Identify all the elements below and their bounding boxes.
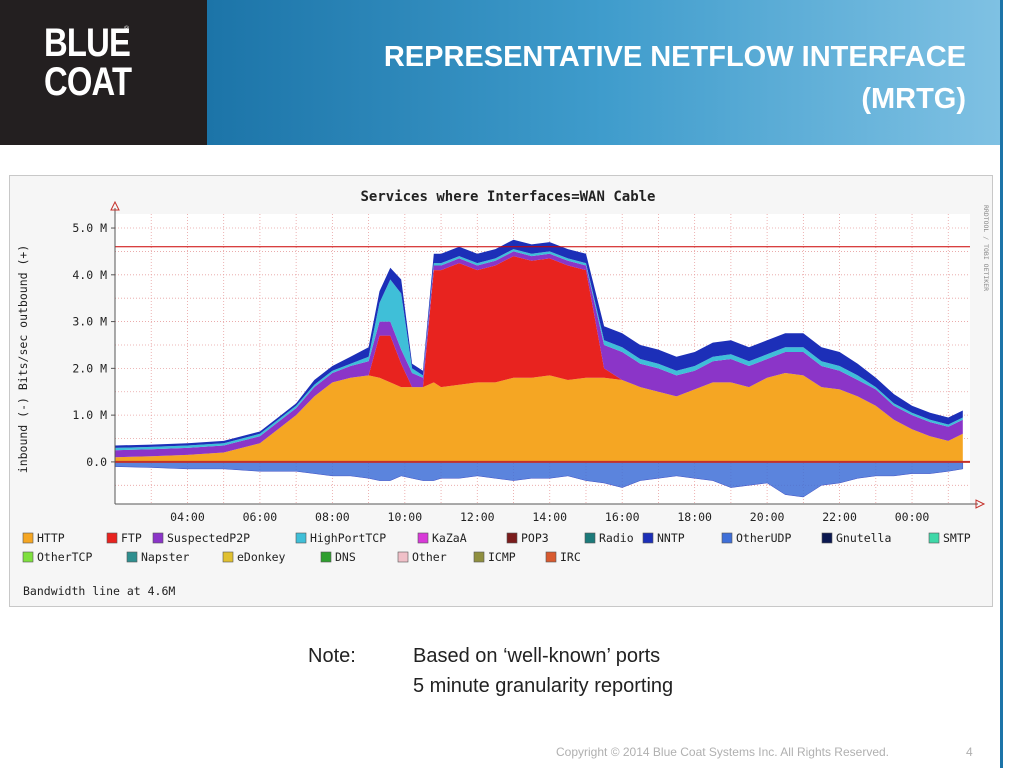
legend-label: KaZaA bbox=[432, 531, 467, 545]
legend-label: SMTP bbox=[943, 531, 971, 545]
legend-label: IRC bbox=[560, 550, 581, 564]
x-tick-label: 04:00 bbox=[170, 510, 205, 524]
logo-line-1: BLUE bbox=[44, 21, 131, 65]
legend-label: Radio bbox=[599, 531, 634, 545]
legend-label: HTTP bbox=[37, 531, 65, 545]
area-layer bbox=[114, 239, 964, 498]
note-line-1: Based on ‘well-known’ ports bbox=[413, 645, 661, 667]
x-tick-label: 00:00 bbox=[895, 510, 930, 524]
x-tick-label: 06:00 bbox=[243, 510, 278, 524]
legend-label: Napster bbox=[141, 550, 190, 564]
x-tick-label: 20:00 bbox=[750, 510, 785, 524]
legend-label: Other bbox=[412, 550, 447, 564]
slide-title-line-1: REPRESENTATIVE NETFLOW INTERFACE bbox=[383, 41, 966, 73]
note-label: Note: bbox=[308, 645, 356, 667]
header-band bbox=[207, 0, 1000, 145]
legend-swatch-edonkey bbox=[222, 551, 234, 563]
x-tick-label: 08:00 bbox=[315, 510, 350, 524]
legend-swatch-gnutella bbox=[821, 532, 833, 544]
axis-layer: 5.0 M 4.0 M 3.0 M 2.0 M 1.0 M 0.0 04:00 06:00 08… bbox=[72, 200, 986, 524]
bandwidth-line-label: Bandwidth line at 4.6M bbox=[23, 584, 175, 598]
legend-label: eDonkey bbox=[237, 550, 286, 564]
right-accent-rule bbox=[1000, 0, 1003, 768]
x-tick-label: 16:00 bbox=[605, 510, 640, 524]
legend-swatch-napster bbox=[126, 551, 138, 563]
slide-title: REPRESENTATIVE NETFLOW INTERFACE (MRTG) bbox=[266, 36, 966, 120]
y-tick-label: 2.0 M bbox=[72, 361, 107, 375]
legend-swatch-suspectedp2p bbox=[152, 532, 164, 544]
y-tick-label: 3.0 M bbox=[72, 315, 107, 329]
mrtg-chart-frame: 5.0 M 4.0 M 3.0 M 2.0 M 1.0 M 0.0 04:00 06:00 08… bbox=[9, 175, 993, 607]
x-tick-label: 18:00 bbox=[677, 510, 712, 524]
legend-swatch-othertcp bbox=[22, 551, 34, 563]
y-axis-label: inbound (-) Bits/sec outbound (+) bbox=[16, 245, 30, 473]
legend-swatch-kazaa bbox=[417, 532, 429, 544]
legend-swatch-http bbox=[22, 532, 34, 544]
legend: HTTP FTP SuspectedP2P HighPortTCP KaZaA POP3 R… bbox=[22, 531, 971, 564]
legend-label: OtherTCP bbox=[37, 550, 92, 564]
note-line-2: 5 minute granularity reporting bbox=[413, 675, 674, 697]
legend-label: SuspectedP2P bbox=[167, 531, 250, 545]
y-tick-label: 1.0 M bbox=[72, 408, 107, 422]
x-tick-label: 14:00 bbox=[532, 510, 567, 524]
series-area-highporttcp bbox=[115, 249, 963, 451]
legend-swatch-other bbox=[397, 551, 409, 563]
legend-swatch-irc bbox=[545, 551, 557, 563]
blue-coat-logo: BLUE COAT bbox=[44, 21, 132, 104]
legend-label: POP3 bbox=[521, 531, 549, 545]
legend-swatch-smtp bbox=[928, 532, 940, 544]
legend-label: DNS bbox=[335, 550, 356, 564]
chart-title: Services where Interfaces=WAN Cable bbox=[360, 189, 655, 205]
series-area-suspectedp2p bbox=[115, 251, 963, 458]
copyright-text: Copyright © 2014 Blue Coat Systems Inc. … bbox=[556, 745, 889, 759]
page-number: 4 bbox=[966, 745, 973, 759]
x-tick-label: 12:00 bbox=[460, 510, 495, 524]
legend-swatch-highporttcp bbox=[295, 532, 307, 544]
slide-title-line-2: (MRTG) bbox=[861, 83, 966, 115]
legend-label: OtherUDP bbox=[736, 531, 791, 545]
legend-swatch-dns bbox=[320, 551, 332, 563]
legend-swatch-nntp bbox=[642, 532, 654, 544]
series-area-http bbox=[115, 373, 963, 462]
legend-label: ICMP bbox=[488, 550, 516, 564]
x-axis-arrow bbox=[975, 499, 986, 509]
legend-swatch-ftp bbox=[106, 532, 118, 544]
x-tick-label: 10:00 bbox=[388, 510, 423, 524]
logo-line-2: COAT bbox=[44, 60, 132, 104]
legend-label: NNTP bbox=[657, 531, 685, 545]
y-tick-label: 5.0 M bbox=[72, 221, 107, 235]
series-area-ftp bbox=[115, 256, 963, 458]
x-tick-label: 22:00 bbox=[822, 510, 857, 524]
rrdtool-credit: RRDTOOL / TOBI OETIKER bbox=[982, 205, 990, 291]
registered-mark: ® bbox=[124, 26, 130, 33]
legend-label: HighPortTCP bbox=[310, 531, 386, 545]
mrtg-chart: 5.0 M 4.0 M 3.0 M 2.0 M 1.0 M 0.0 04:00 06:00 08… bbox=[10, 176, 992, 606]
y-axis-arrow bbox=[110, 200, 120, 211]
brand-logo-block: BLUE COAT ® bbox=[0, 0, 207, 145]
y-tick-label: 0.0 bbox=[86, 455, 107, 469]
legend-swatch-otherudp bbox=[721, 532, 733, 544]
y-tick-label: 4.0 M bbox=[72, 268, 107, 282]
legend-swatch-radio bbox=[584, 532, 596, 544]
legend-swatch-pop3 bbox=[506, 532, 518, 544]
overlay-layer bbox=[115, 246, 970, 463]
legend-label: FTP bbox=[121, 531, 142, 545]
legend-swatch-icmp bbox=[473, 551, 485, 563]
series-area-nntp bbox=[115, 239, 963, 448]
legend-label: Gnutella bbox=[836, 531, 891, 545]
